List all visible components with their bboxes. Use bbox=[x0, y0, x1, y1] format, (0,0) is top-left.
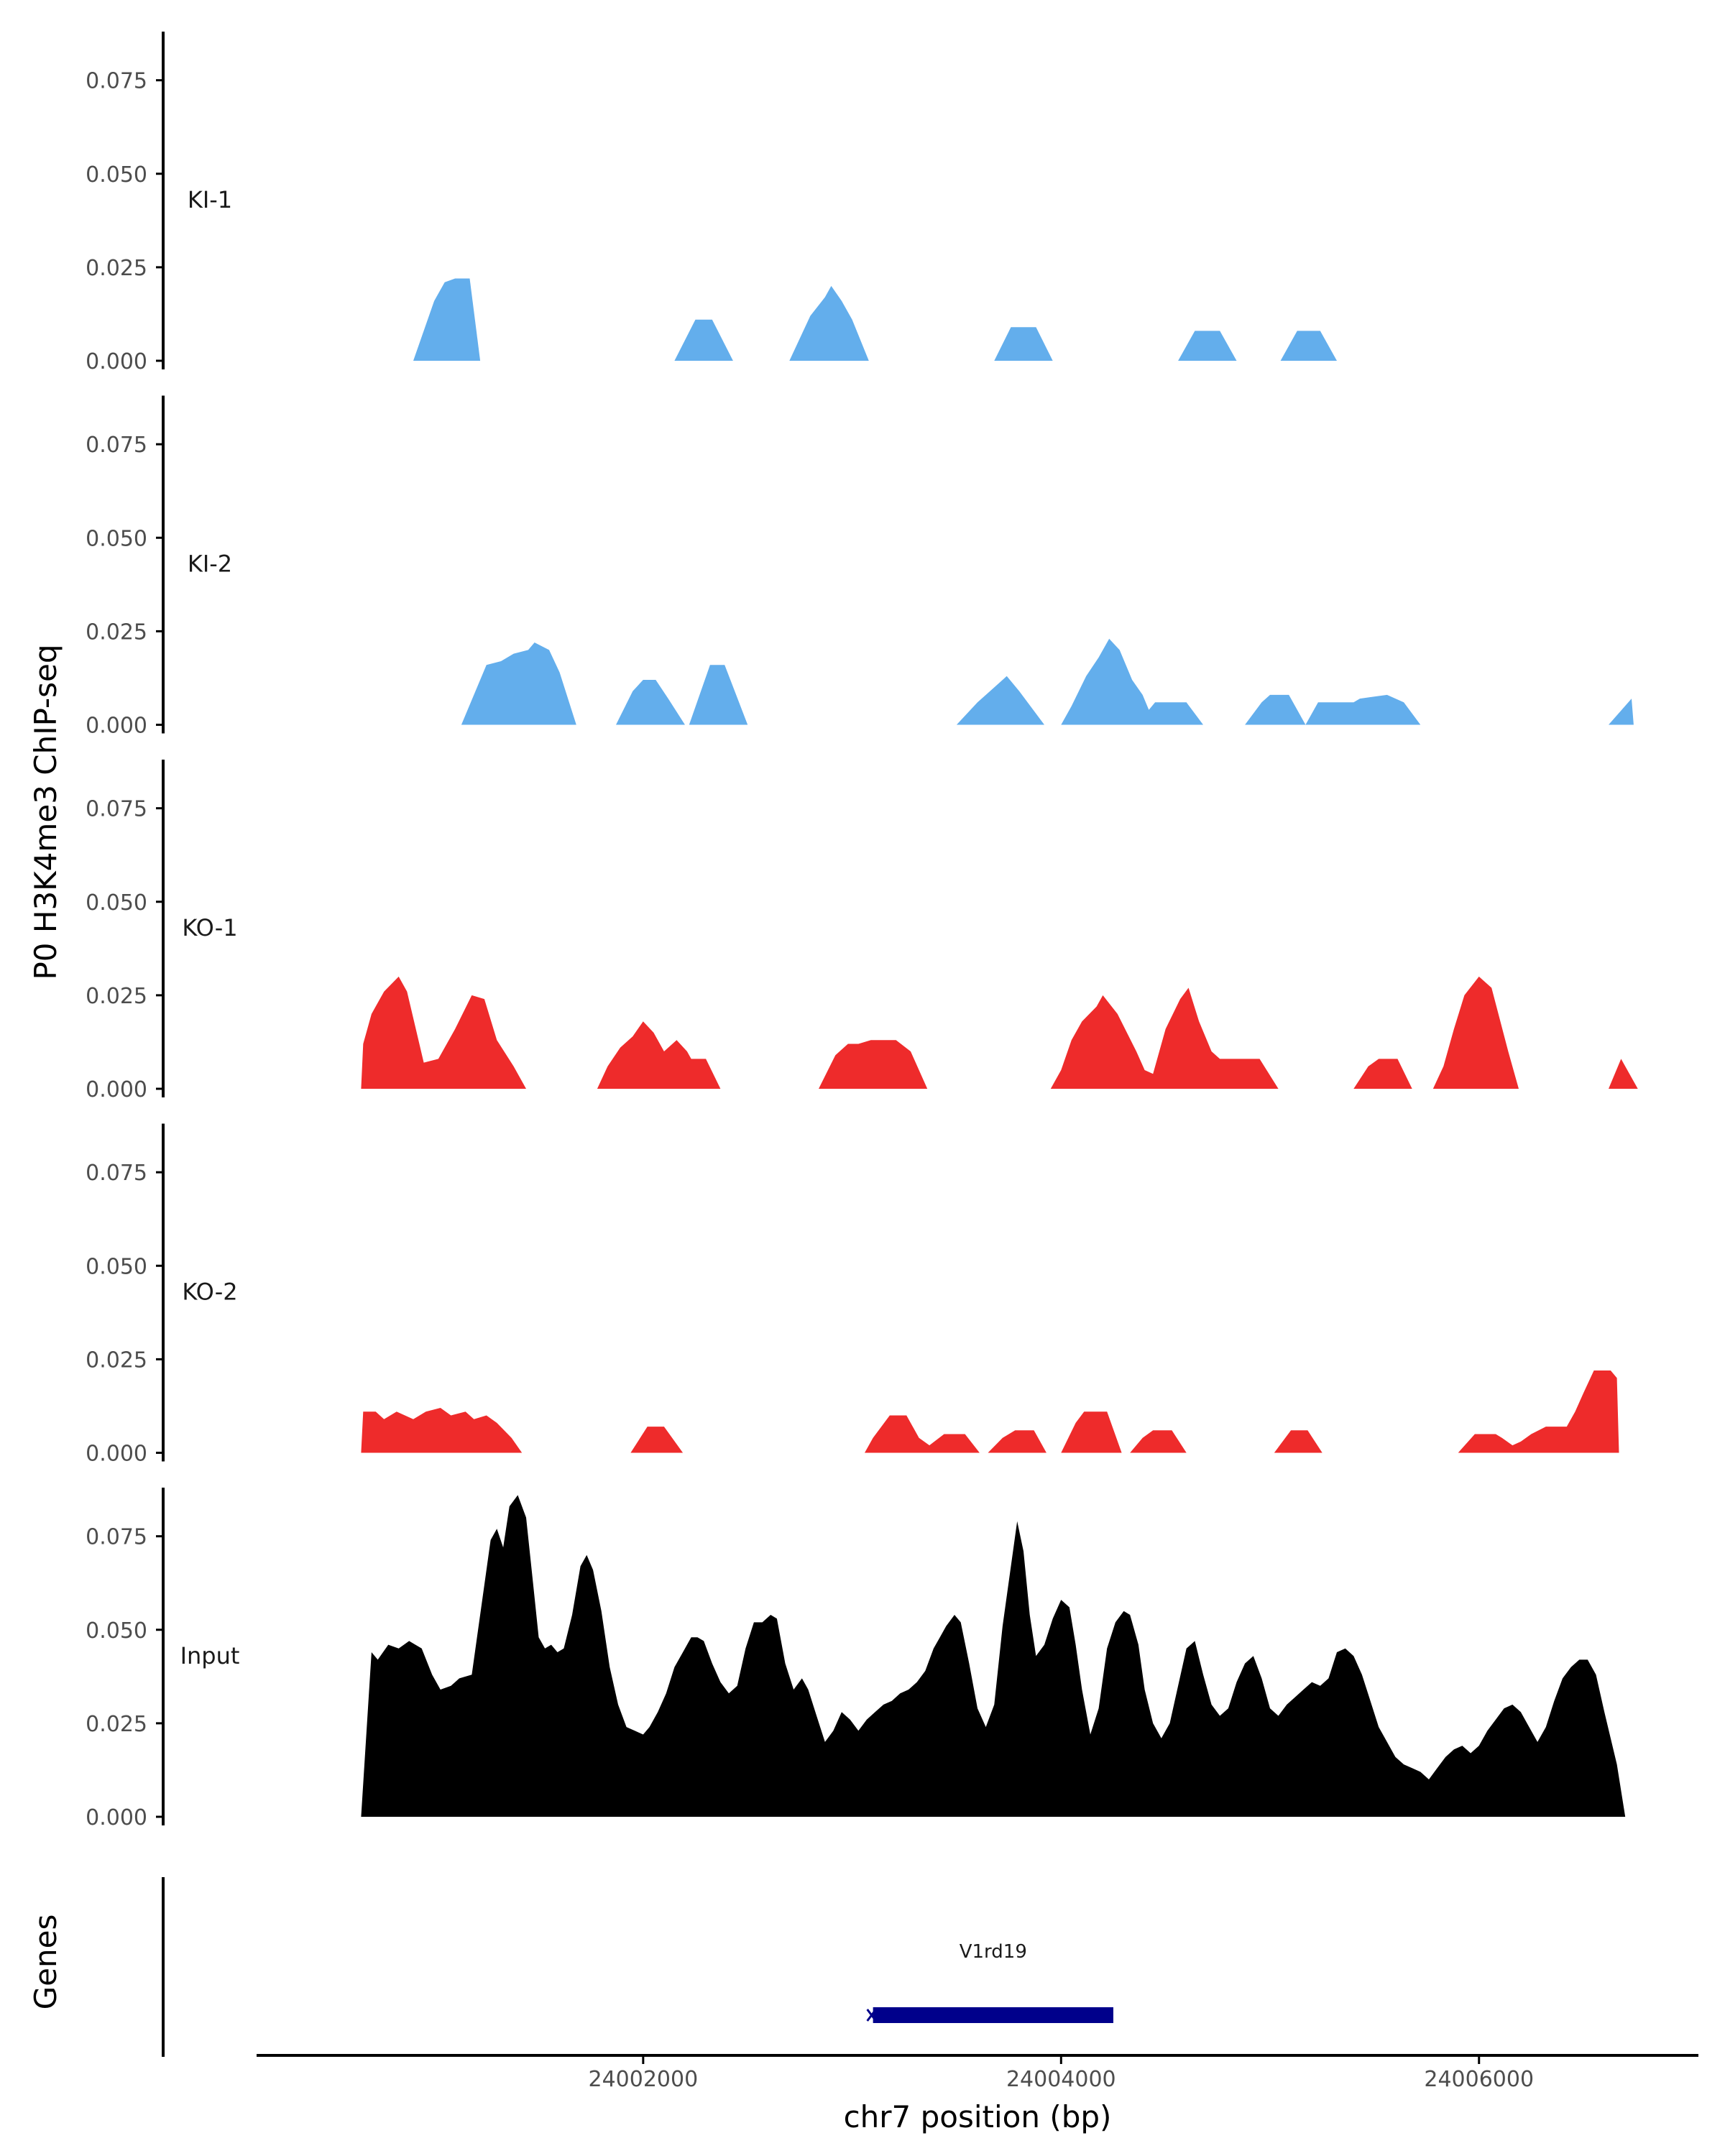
signal-peak bbox=[1609, 1059, 1638, 1089]
x-ticks-layer: 24002000 24004000 24006000 bbox=[588, 2055, 1534, 2092]
signal-peak bbox=[1432, 976, 1519, 1089]
signal-peak bbox=[413, 278, 481, 361]
signal-peak bbox=[1609, 699, 1634, 725]
track-ko-1: 0.000 0.025 0.050 0.075 KO-1 bbox=[86, 760, 1638, 1102]
y-tick-label: 0.050 bbox=[86, 890, 147, 916]
y-tick-label: 0.025 bbox=[86, 256, 147, 281]
track-ko-2: 0.000 0.025 0.050 0.075 KO-2 bbox=[86, 1123, 1619, 1467]
y-tick-label: 0.000 bbox=[86, 714, 147, 739]
signal-peak bbox=[1245, 694, 1306, 725]
signal-peak bbox=[689, 665, 748, 725]
track-input: 0.000 0.025 0.050 0.075 Input bbox=[86, 1488, 1626, 1830]
track-label: KI-1 bbox=[188, 186, 232, 213]
x-axis: 24002000 24004000 24006000 chr7 position (… bbox=[257, 2054, 1698, 2134]
track-ki-1: 0.000 0.025 0.050 0.075 KI-1 bbox=[86, 32, 1337, 374]
signal-peak bbox=[1061, 638, 1203, 725]
gene-strand-marker bbox=[866, 2009, 877, 2022]
y-tick-label: 0.050 bbox=[86, 162, 147, 188]
genes-axis-title: Genes bbox=[28, 1915, 63, 2010]
x-tick-label: 24002000 bbox=[588, 2067, 698, 2092]
gene-label: V1rd19 bbox=[960, 1941, 1027, 1963]
genes-panel: Genes V1rd19 bbox=[28, 1877, 1113, 2057]
signal-peak bbox=[361, 1495, 1626, 1817]
y-tick-label: 0.000 bbox=[86, 1805, 147, 1830]
y-tick-label: 0.025 bbox=[86, 1348, 147, 1373]
signal-peak bbox=[1280, 331, 1337, 361]
signal-peak bbox=[1130, 1430, 1187, 1453]
signal-peak bbox=[1458, 1370, 1619, 1453]
y-tick-label: 0.050 bbox=[86, 1618, 147, 1644]
signal-peak bbox=[988, 1430, 1046, 1453]
signal-peak bbox=[1353, 1059, 1412, 1089]
y-axis-title: P0 H3K4me3 ChIP-seq bbox=[28, 644, 63, 980]
y-tick-label: 0.025 bbox=[86, 619, 147, 645]
tracks-layer: 0.0000.0250.0500.075KI-10.0000.0250.0500… bbox=[86, 32, 1638, 1830]
signal-peak bbox=[865, 1415, 980, 1453]
signal-peak bbox=[1305, 694, 1421, 725]
signal-peak bbox=[1274, 1430, 1322, 1453]
y-tick-label: 0.075 bbox=[86, 433, 147, 458]
genes-layer: V1rd19 bbox=[866, 1941, 1113, 2023]
y-tick-label: 0.000 bbox=[86, 1442, 147, 1467]
signal-peak bbox=[616, 680, 685, 725]
signal-peak bbox=[361, 976, 526, 1089]
signal-peak bbox=[994, 327, 1053, 361]
track-label: Input bbox=[180, 1642, 240, 1669]
signal-peak bbox=[630, 1427, 684, 1453]
signal-peak bbox=[1178, 331, 1237, 361]
y-tick-label: 0.075 bbox=[86, 797, 147, 822]
y-tick-label: 0.000 bbox=[86, 1077, 147, 1102]
signal-peak bbox=[674, 319, 733, 361]
y-tick-label: 0.025 bbox=[86, 1712, 147, 1737]
signal-peak bbox=[1050, 987, 1279, 1089]
y-tick-label: 0.050 bbox=[86, 1254, 147, 1279]
gene-body bbox=[873, 2007, 1113, 2023]
y-tick-label: 0.075 bbox=[86, 1525, 147, 1550]
y-tick-label: 0.075 bbox=[86, 69, 147, 94]
y-tick-label: 0.000 bbox=[86, 349, 147, 374]
x-axis-title: chr7 position (bp) bbox=[844, 2099, 1112, 2134]
signal-peak bbox=[361, 1408, 523, 1453]
track-label: KO-2 bbox=[182, 1279, 237, 1306]
signal-peak bbox=[597, 1021, 721, 1089]
signal-peak bbox=[789, 285, 869, 361]
y-tick-label: 0.050 bbox=[86, 526, 147, 551]
signal-peak bbox=[956, 676, 1044, 725]
y-tick-label: 0.075 bbox=[86, 1161, 147, 1186]
x-tick-label: 24006000 bbox=[1424, 2067, 1534, 2092]
x-tick-label: 24004000 bbox=[1006, 2067, 1116, 2092]
signal-peak bbox=[461, 642, 576, 725]
signal-peak bbox=[1061, 1411, 1122, 1453]
signal-peak bbox=[819, 1040, 928, 1089]
track-label: KO-1 bbox=[182, 914, 237, 941]
track-label: KI-2 bbox=[188, 550, 232, 578]
track-ki-2: 0.000 0.025 0.050 0.075 KI-2 bbox=[86, 395, 1634, 739]
y-tick-label: 0.025 bbox=[86, 984, 147, 1009]
